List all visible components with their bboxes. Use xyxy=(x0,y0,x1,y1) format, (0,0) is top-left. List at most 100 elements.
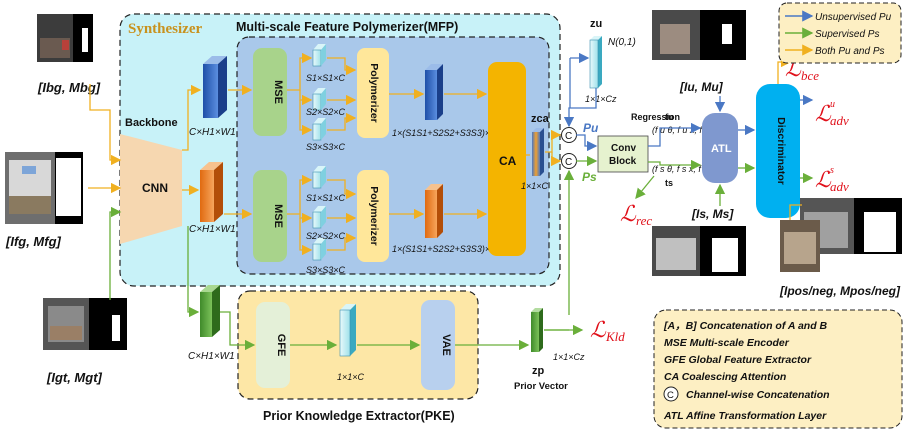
bg-image-label: [Ibg, Mbg] xyxy=(37,80,101,95)
scale-maps-2 xyxy=(312,166,326,261)
poly-out-dim-2: 1×(S1S1+S2S2+S3S3)×C xyxy=(392,244,497,254)
svg-text:adv: adv xyxy=(830,179,849,194)
svg-text:bce: bce xyxy=(801,68,819,83)
t-s-label: ts xyxy=(665,178,673,188)
u-image xyxy=(652,10,746,60)
polymerizer-block-1 xyxy=(357,48,389,138)
f-u-label: (f u θ, f u x, f u y) xyxy=(652,125,719,135)
s2-dim-1: S2×S2×C xyxy=(306,107,346,117)
legend-concat-symbol: C xyxy=(667,390,674,401)
gfe-label: GFE xyxy=(275,334,287,357)
svg-text:u: u xyxy=(830,99,835,110)
mse-label-1: MSE xyxy=(272,80,284,104)
f-s-label: (f s θ, f s x, f s y) xyxy=(652,164,718,174)
s3-dim-1: S3×S3×C xyxy=(306,142,346,152)
mfp-label: Multi-scale Feature Polymerizer(MFP) xyxy=(236,20,458,34)
loss-rec: ℒ rec xyxy=(620,201,652,228)
discriminator-block xyxy=(756,84,800,218)
scale-maps-1 xyxy=(312,44,326,141)
svg-text:ℒ: ℒ xyxy=(590,317,607,342)
ca-out-dim: 1×1×C xyxy=(521,181,549,191)
feat-dim-2: C×H1×W1 xyxy=(189,224,236,235)
feat-dim-1: C×H1×W1 xyxy=(189,127,236,138)
s1-dim-1: S1×S1×C xyxy=(306,73,346,83)
s-image xyxy=(652,226,746,276)
loss-adv-u: ℒ u adv xyxy=(815,99,849,128)
ca-label: CA xyxy=(499,154,517,168)
cnn-block xyxy=(120,134,182,244)
s2-dim-2: S2×S2×C xyxy=(306,231,346,241)
svg-text:Both Pu and Ps: Both Pu and Ps xyxy=(815,46,885,57)
discriminator-label: Discriminator xyxy=(775,117,787,185)
svg-text:Supervised Ps: Supervised Ps xyxy=(815,29,879,40)
fg-image xyxy=(5,152,83,224)
legend-item-1: MSE Multi-scale Encoder xyxy=(664,337,790,349)
legend-sup-item: Supervised Ps xyxy=(785,27,879,40)
fg-image-label: [Ifg, Mfg] xyxy=(5,234,62,249)
t-u-label: tu xyxy=(665,112,674,122)
cnn-label: CNN xyxy=(142,181,168,195)
poly-output-blue xyxy=(425,64,443,120)
mse-block-1 xyxy=(253,48,287,136)
zu-dim: 1×1×Cz xyxy=(585,94,617,104)
loss-kld: ℒ Kld xyxy=(590,317,625,344)
bg-image xyxy=(37,14,93,62)
svg-text:ℒ: ℒ xyxy=(815,167,832,192)
regression-label: Regression xyxy=(631,112,680,122)
legend-bottom xyxy=(653,309,903,429)
gfe-out-dim: 1×1×C xyxy=(337,372,365,382)
svg-text:rec: rec xyxy=(636,213,652,228)
posneg-image-label: [Ipos/neg, Mpos/neg] xyxy=(779,284,901,298)
s1-dim-2: S1×S1×C xyxy=(306,193,346,203)
synthesizer-label: Synthesizer xyxy=(128,21,203,37)
vae-label: VAE xyxy=(440,334,452,356)
svg-text:adv: adv xyxy=(830,113,849,128)
z-p-vector xyxy=(531,308,543,352)
legend-item-5: ATL Affine Transformation Layer xyxy=(663,410,827,422)
mse-block-2 xyxy=(253,170,287,262)
z-ca-label: zca xyxy=(531,113,550,125)
svg-text:Unsupervised Pu: Unsupervised Pu xyxy=(815,12,892,23)
legend-item-3: CA Coalescing Attention xyxy=(664,371,786,383)
conv-block-label-1: Conv xyxy=(611,143,636,154)
poly-out-dim-1: 1×(S1S1+S2S2+S3S3)×C xyxy=(392,128,497,138)
polymerizer-label-2: Polymerizer xyxy=(368,186,380,246)
s3-dim-2: S3×S3×C xyxy=(306,265,346,275)
feature-map-orange xyxy=(200,162,223,222)
z-p-label: zp xyxy=(532,365,545,377)
gfe-output-map xyxy=(339,304,356,357)
gt-image xyxy=(43,298,127,350)
mse-label-2: MSE xyxy=(272,204,284,228)
legend-both-item: Both Pu and Ps xyxy=(785,44,885,57)
connectors xyxy=(88,52,814,351)
zp-dim: 1×1×Cz xyxy=(553,352,585,362)
z-u-label: zu xyxy=(590,18,602,30)
svg-text:ℒ: ℒ xyxy=(620,201,637,226)
loss-adv-s: ℒ s adv xyxy=(815,165,849,194)
legend-item-2: GFE Global Feature Extractor xyxy=(664,354,812,366)
backbone-label: Backbone xyxy=(125,117,178,129)
p-u-label: Pu xyxy=(583,121,599,135)
legend-unsup-item: Unsupervised Pu xyxy=(785,10,892,23)
p-s-label: Ps xyxy=(582,170,597,184)
z-u-vector xyxy=(589,36,602,89)
z-ca-vector xyxy=(532,128,544,176)
gt-image-label: [Igt, Mgt] xyxy=(46,370,103,385)
poly-output-orange xyxy=(425,184,443,238)
s-image-label: [Is, Ms] xyxy=(691,207,734,221)
polymerizer-label-1: Polymerizer xyxy=(368,63,380,123)
feat-dim-3: C×H1×W1 xyxy=(188,351,235,362)
concat-symbol-s: C xyxy=(565,157,572,168)
svg-text:s: s xyxy=(830,165,834,176)
feature-map-blue xyxy=(203,56,227,118)
ca-block xyxy=(488,62,526,256)
atl-label: ATL xyxy=(711,143,732,155)
u-image-label: [Iu, Mu] xyxy=(679,80,724,94)
posneg-image xyxy=(780,198,902,272)
legend-concat-icon xyxy=(663,386,679,402)
svg-text:Kld: Kld xyxy=(605,329,625,344)
concat-symbol-u: C xyxy=(565,131,572,142)
legend-item-4: Channel-wise Concatenation xyxy=(686,389,830,401)
noise-label: N(0,1) xyxy=(608,37,636,48)
